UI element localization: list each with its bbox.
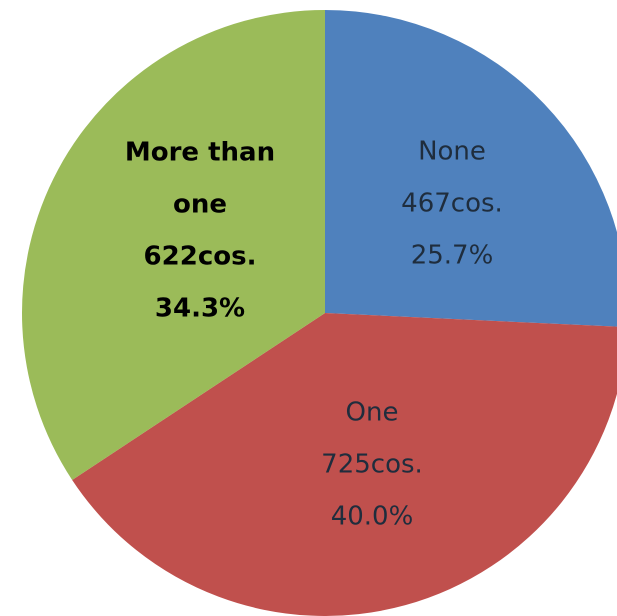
slice-label-one-line-1: 725cos. <box>321 450 423 480</box>
pie-slices <box>21 10 617 616</box>
slice-label-none-line-1: 467cos. <box>401 189 503 219</box>
pie-labels: None 467cos. 25.7% One 725cos. 40.0% More than… <box>125 137 503 532</box>
slice-label-none-line-2: 25.7% <box>411 241 494 271</box>
pie-slice-more-than-one <box>21 10 325 480</box>
slice-label-none-line-0: None <box>418 137 486 167</box>
pie-slice-one <box>72 313 617 616</box>
pie-slice-none <box>325 10 617 327</box>
slice-label-one-line-0: One <box>346 398 399 428</box>
slice-label-more-than-one-line-1: one <box>173 190 227 220</box>
slice-label-more-than-one-line-0: More than <box>125 138 275 168</box>
slice-label-more-than-one-line-3: 34.3% <box>155 294 245 324</box>
slice-label-more-than-one-line-2: 622cos. <box>144 242 257 272</box>
slice-label-one-line-2: 40.0% <box>331 502 414 532</box>
